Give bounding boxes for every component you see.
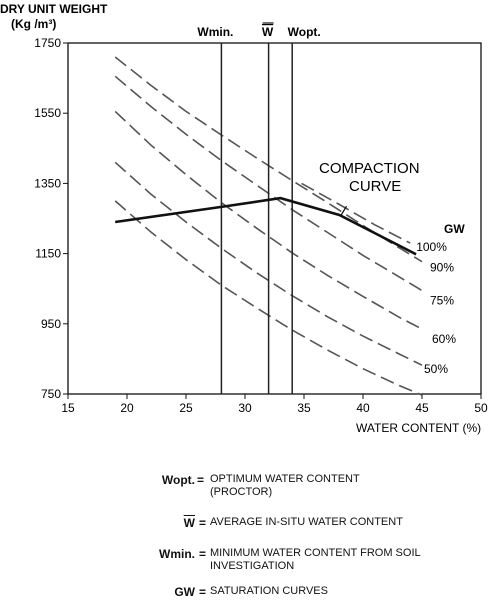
- legend-key-w: W: [183, 516, 195, 530]
- legend-desc-line1: MINIMUM WATER CONTENT FROM SOIL: [210, 547, 421, 559]
- legend-equals: =: [199, 547, 207, 561]
- legend-desc-line1: OPTIMUM WATER CONTENT: [210, 473, 360, 485]
- y-tick-label: 1350: [34, 176, 61, 190]
- compaction-curve-label-line1: COMPACTION: [319, 160, 420, 177]
- compaction-curve-group: [115, 196, 417, 256]
- saturation-curve-label: 50%: [424, 362, 448, 376]
- plot-frame: [67, 42, 482, 395]
- y-tick-label: 750: [41, 387, 61, 401]
- saturation-curve-label: 100%: [416, 240, 447, 254]
- compaction-curve-label-line2: CURVE: [349, 178, 401, 195]
- saturation-curve: [301, 182, 411, 244]
- legend-key-gw: GW: [174, 585, 195, 599]
- saturation-curves-label: GW: [444, 222, 465, 236]
- y-axis-label-line1: DRY UNIT WEIGHT: [0, 2, 108, 16]
- y-tick-label: 950: [41, 317, 61, 331]
- y-tick-label: 1550: [34, 106, 61, 120]
- legend-desc-wopt: OPTIMUM WATER CONTENT (PROCTOR): [210, 473, 360, 499]
- water-content-line-label: Wmin.: [197, 25, 233, 39]
- compaction-curve-pointer: [340, 205, 348, 217]
- x-tick-label: 15: [61, 401, 75, 415]
- legend-desc-gw: SATURATION CURVES: [210, 585, 328, 598]
- legend-key-wopt: Wopt.: [161, 473, 195, 487]
- saturation-curve: [114, 75, 423, 292]
- saturation-curve: [114, 110, 423, 330]
- water-content-line-label: W: [262, 25, 274, 39]
- legend-equals: =: [199, 516, 207, 530]
- y-axis-label-line2: (Kg /m³): [11, 17, 56, 31]
- x-tick-label: 35: [297, 401, 311, 415]
- x-tick-label: 20: [120, 401, 134, 415]
- compaction-curve: [115, 196, 417, 256]
- chart: 15 20 25 30 35 40 45 50 750 950 1150 1350 1550 1750 1…: [0, 2, 488, 435]
- saturation-curve: [114, 200, 423, 396]
- legend-equals: =: [197, 473, 205, 487]
- saturation-curves: 100% 90% 75% 60% 50%: [114, 56, 456, 396]
- x-tick-label: 50: [474, 401, 488, 415]
- legend-desc-wmin: MINIMUM WATER CONTENT FROM SOIL INVESTIG…: [210, 547, 421, 573]
- legend: Wopt. = OPTIMUM WATER CONTENT (PROCTOR) …: [0, 455, 492, 600]
- water-content-line-label: Wopt.: [288, 25, 321, 39]
- saturation-curve-label: 60%: [432, 332, 456, 346]
- y-tick-label: 1750: [34, 36, 61, 50]
- y-tick-label: 1150: [35, 247, 61, 261]
- x-axis-label: WATER CONTENT (%): [356, 421, 481, 435]
- water-content-lines: Wmin. W Wopt.: [197, 22, 321, 394]
- x-tick-label: 30: [238, 401, 252, 415]
- x-tick-label: 40: [356, 401, 370, 415]
- x-tick-label: 25: [179, 401, 193, 415]
- legend-key-wmin: Wmin.: [159, 547, 195, 561]
- chart-labels: DRY UNIT WEIGHT (Kg /m³) WATER CONTENT (…: [0, 2, 481, 435]
- legend-desc-line2: INVESTIGATION: [210, 560, 295, 572]
- x-tick-label: 45: [415, 401, 429, 415]
- saturation-curve: [114, 161, 423, 366]
- saturation-curve-label: 75%: [430, 293, 454, 307]
- legend-desc-line1: AVERAGE IN-SITU WATER CONTENT: [210, 516, 403, 528]
- saturation-curve-label: 90%: [430, 261, 454, 275]
- legend-desc-line2: (PROCTOR): [210, 486, 273, 498]
- axes: 15 20 25 30 35 40 45 50 750 950 1150 1350 1550 1750: [34, 36, 488, 415]
- legend-desc-w: AVERAGE IN-SITU WATER CONTENT: [210, 516, 403, 529]
- legend-equals: =: [199, 585, 207, 599]
- legend-desc-line1: SATURATION CURVES: [210, 585, 328, 597]
